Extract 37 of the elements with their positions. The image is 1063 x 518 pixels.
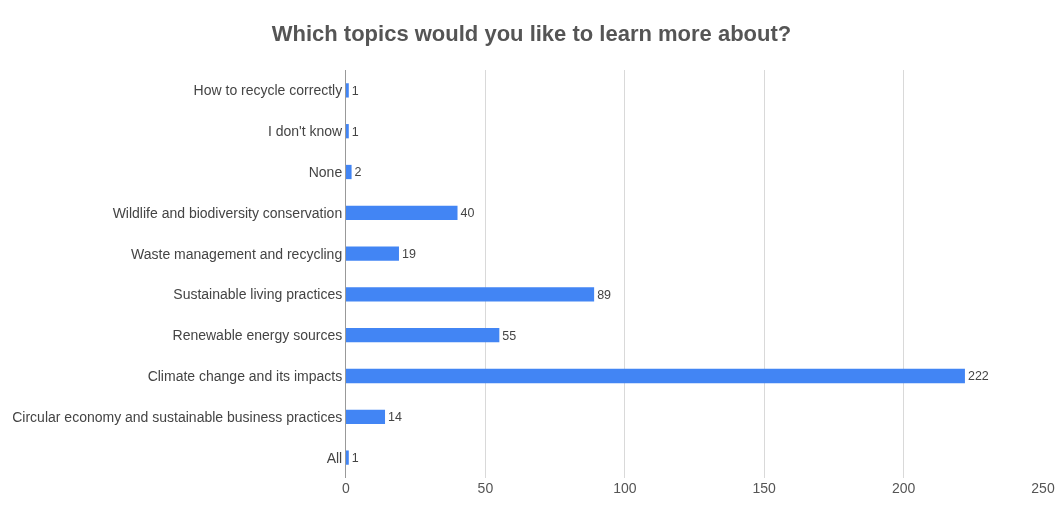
data-label: 222	[967, 369, 989, 384]
data-label: 1	[351, 451, 359, 466]
x-tick-label: 150	[752, 480, 777, 496]
data-label: 89	[597, 287, 612, 302]
y-tick-label: Renewable energy sources	[172, 327, 343, 344]
y-tick-label: None	[308, 163, 343, 180]
bar	[346, 368, 965, 384]
x-tick-label: 0	[342, 480, 351, 496]
y-tick-label: Climate change and its impacts	[147, 367, 343, 384]
x-tick-label: 250	[1031, 480, 1055, 496]
y-tick-label: How to recycle correctly	[193, 82, 343, 99]
bar	[346, 450, 349, 465]
bar	[346, 83, 349, 98]
data-label: 40	[460, 206, 475, 221]
y-tick-label: All	[326, 449, 343, 466]
data-label: 55	[502, 328, 517, 343]
bar	[346, 246, 399, 261]
x-tick-label: 200	[891, 480, 916, 496]
y-tick-label: I don't know	[267, 123, 344, 140]
y-tick-label: Sustainable living practices	[173, 286, 343, 303]
bar	[346, 124, 349, 139]
bar	[346, 409, 386, 424]
y-tick-label: Waste management and recycling	[131, 245, 343, 262]
x-tick-label: 100	[613, 480, 637, 496]
y-tick-label: Circular economy and sustainable business practices	[12, 408, 343, 425]
data-label: 1	[351, 83, 359, 98]
bar	[346, 328, 500, 343]
y-tick-label: Wildlife and biodiversity conservation	[112, 204, 343, 221]
bar	[346, 287, 595, 302]
data-label: 2	[354, 165, 362, 180]
x-tick-label: 50	[477, 480, 494, 496]
bar	[346, 164, 352, 180]
data-label: 19	[401, 247, 416, 262]
data-label: 14	[388, 410, 402, 425]
chart-title: Which topics would you like to learn more about?	[271, 21, 792, 47]
data-label: 1	[351, 124, 359, 139]
bar	[346, 205, 458, 220]
